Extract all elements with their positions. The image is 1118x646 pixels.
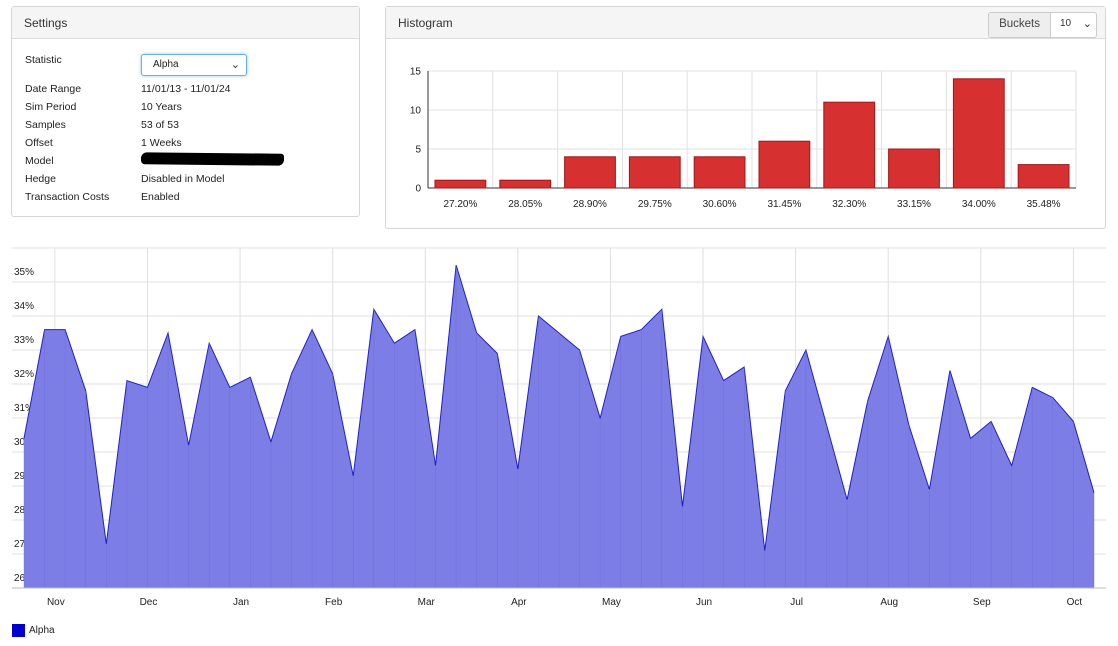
- chart-legend: Alpha: [12, 624, 55, 637]
- settings-row-value: 10 Years: [141, 101, 182, 113]
- histogram-panel: Histogram Buckets 10 ⌄ 0 5 10 15 27.20% 28.05…: [385, 6, 1106, 229]
- area-x-tick: Dec: [140, 597, 158, 608]
- area-x-tick: Jul: [790, 597, 803, 608]
- settings-row-value: Disabled in Model: [141, 173, 225, 185]
- area-y-tick: 34%: [14, 301, 34, 312]
- area-x-tick: Mar: [418, 597, 436, 608]
- histogram-bar: [952, 78, 1005, 189]
- hist-x-tick: 31.45%: [767, 199, 801, 210]
- settings-row-value: Enabled: [141, 191, 180, 203]
- settings-row-label: Model: [25, 155, 54, 167]
- area-x-tick: Nov: [47, 597, 65, 608]
- histogram-bar: [434, 179, 487, 189]
- settings-row-label: Samples: [25, 119, 66, 131]
- histogram-bar: [888, 148, 940, 189]
- settings-heading: Settings: [12, 7, 359, 39]
- area-x-tick: May: [602, 597, 621, 608]
- statistic-select[interactable]: Alpha ⌄: [141, 54, 247, 76]
- area-x-tick: Apr: [511, 597, 527, 608]
- histogram-bar: [758, 140, 811, 189]
- histogram-bar: [628, 156, 681, 189]
- hist-x-tick: 28.90%: [573, 199, 607, 210]
- chevron-down-icon: ⌄: [1082, 18, 1092, 30]
- settings-row-value: 11/01/13 - 11/01/24: [141, 83, 231, 95]
- settings-row-value: 1 Weeks: [141, 137, 182, 149]
- area-x-tick: Feb: [325, 597, 343, 608]
- hist-x-tick: 33.15%: [897, 199, 931, 210]
- histogram-bar: [1017, 164, 1070, 189]
- alpha-area-chart: 26%27%28%29%30%31%32%33%34%35%NovDecJanF…: [12, 247, 1106, 608]
- settings-row-label: Sim Period: [25, 101, 77, 113]
- settings-panel: Settings Statistic Alpha ⌄ Date Range 11/…: [11, 6, 360, 217]
- legend-swatch: [12, 624, 25, 637]
- histogram-title: Histogram: [398, 16, 453, 30]
- hist-y-tick: 0: [415, 184, 421, 195]
- hist-x-tick: 30.60%: [703, 199, 737, 210]
- settings-row-label: Transaction Costs: [25, 191, 110, 203]
- settings-row-label: Offset: [25, 137, 53, 149]
- buckets-select[interactable]: 10 ⌄: [1051, 13, 1096, 37]
- histogram-bar: [564, 156, 616, 189]
- area-x-tick: Sep: [973, 597, 991, 608]
- buckets-label: Buckets: [989, 13, 1051, 37]
- chevron-down-icon: ⌄: [230, 59, 240, 71]
- area-x-tick: Oct: [1067, 597, 1083, 608]
- hist-y-tick: 10: [410, 106, 422, 117]
- area-x-tick: Aug: [880, 597, 898, 608]
- hist-x-tick: 29.75%: [638, 199, 672, 210]
- hist-x-tick: 35.48%: [1027, 199, 1061, 210]
- hist-x-tick: 27.20%: [443, 199, 477, 210]
- settings-row-label: Hedge: [25, 173, 56, 185]
- hist-x-tick: 34.00%: [962, 199, 996, 210]
- hist-x-tick: 28.05%: [508, 199, 542, 210]
- histogram-chart: 0 5 10 15 27.20% 28.05% 28.90% 29.75% 30.60% 31.4…: [410, 67, 1077, 210]
- histogram-bar: [823, 101, 876, 189]
- hist-y-tick: 5: [415, 145, 421, 156]
- histogram-heading: Histogram Buckets 10 ⌄: [386, 7, 1105, 39]
- legend-label: Alpha: [29, 625, 55, 636]
- hist-x-tick: 32.30%: [832, 199, 866, 210]
- redaction-mark: [140, 152, 285, 166]
- settings-row-label: Date Range: [25, 83, 82, 95]
- area-y-tick: 31%: [14, 403, 34, 414]
- area-y-tick: 32%: [14, 369, 34, 380]
- buckets-control: Buckets 10 ⌄: [988, 12, 1097, 38]
- histogram-bar: [693, 156, 746, 189]
- area-x-tick: Jan: [233, 597, 249, 608]
- statistic-label: Statistic: [25, 54, 62, 66]
- settings-row-value: 53 of 53: [141, 119, 179, 131]
- hist-y-tick: 15: [410, 67, 422, 78]
- histogram-bar: [499, 179, 552, 189]
- settings-title: Settings: [24, 16, 68, 30]
- area-x-tick: Jun: [696, 597, 712, 608]
- buckets-select-value: 10: [1060, 18, 1072, 29]
- area-y-tick: 35%: [14, 267, 34, 278]
- statistic-select-value: Alpha: [153, 59, 179, 70]
- area-y-tick: 33%: [14, 335, 34, 346]
